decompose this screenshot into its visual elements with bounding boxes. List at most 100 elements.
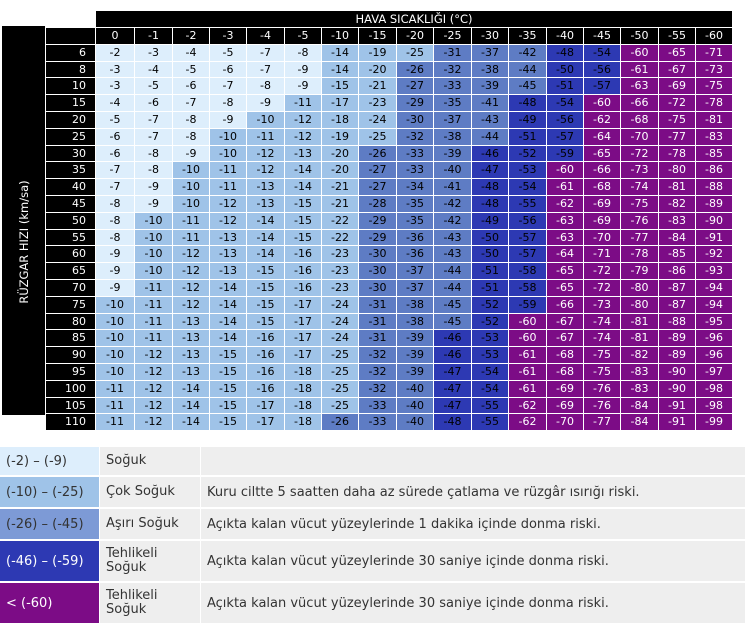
wind-chill-cell: -61	[508, 346, 547, 364]
wind-chill-cell: -61	[620, 60, 659, 79]
wind-chill-cell: -69	[583, 211, 621, 230]
wind-chill-cell: -14	[246, 211, 285, 230]
temperature-header: -1	[134, 27, 173, 45]
wind-chill-cell: -37	[396, 262, 434, 280]
legend-category: Tehlikeli Soğuk	[99, 583, 200, 623]
wind-chill-cell: -15	[209, 396, 247, 415]
wind-chill-cell: -9	[134, 194, 173, 213]
wind-chill-cell: -17	[284, 312, 322, 331]
wind-chill-cell: -66	[583, 161, 621, 180]
wind-chill-cell: -10	[246, 110, 285, 129]
wind-chill-cell: -15	[209, 346, 247, 364]
wind-chill-cell: -17	[321, 94, 359, 112]
wind-chill-cell: -31	[358, 312, 397, 331]
wind-chill-cell: -56	[546, 110, 584, 129]
wind-chill-cell: -48	[471, 178, 509, 196]
wind-chill-cell: -56	[583, 60, 621, 79]
wind-chill-cell: -23	[321, 278, 359, 297]
wind-chill-cell: -60	[620, 43, 659, 62]
wind-chill-cell: -67	[546, 329, 584, 348]
wind-chill-cell: -75	[583, 362, 621, 381]
wind-chill-cell: -60	[508, 329, 547, 348]
wind-chill-cell: -11	[172, 211, 210, 230]
wind-chill-cell: -8	[95, 211, 135, 230]
wind-chill-cell: -13	[246, 178, 285, 196]
wind-chill-cell: -8	[172, 127, 210, 146]
wind-chill-cell: -87	[658, 278, 696, 297]
wind-chill-cell: -9	[284, 60, 322, 79]
wind-chill-cell: -34	[396, 178, 434, 196]
wind-chill-cell: -11	[172, 228, 210, 247]
wind-chill-cell: -53	[508, 161, 547, 180]
wind-chill-cell: -10	[95, 346, 135, 364]
wind-chill-cell: -44	[508, 60, 547, 79]
wind-chill-cell: -7	[134, 110, 173, 129]
wind-chill-cell: -14	[321, 60, 359, 79]
wind-chill-cell: -44	[433, 278, 472, 297]
wind-chill-cell: -12	[172, 245, 210, 264]
table-row: 85 -10 -11 -13 -14 -16 -17 -24 -31 -39 -46 -53 -60 -6…	[45, 329, 733, 348]
wind-chill-cell: -72	[658, 94, 696, 112]
wind-chill-cell: -39	[433, 144, 472, 163]
table-row: 15 -4 -6 -7 -8 -9 -11 -17 -23 -29 -35 -41 -48 -54 -60-…	[45, 94, 733, 112]
legend-row: (-26) – (-45) Aşırı Soğuk Açıkta kalan vüc…	[0, 509, 745, 539]
wind-chill-cell: -3	[95, 77, 135, 96]
wind-chill-cell: -18	[284, 379, 322, 398]
table-row: 75 -10 -11 -12 -14 -15 -17 -24 -31 -38 -45 -52 -59 -6…	[45, 295, 733, 314]
wind-chill-cell: -80	[620, 278, 659, 297]
wind-chill-cell: -11	[95, 379, 135, 398]
wind-chill-cell: -48	[546, 43, 584, 62]
wind-chill-cell: -15	[246, 278, 285, 297]
wind-chill-cell: -35	[396, 211, 434, 230]
wind-chill-cell: -61	[508, 379, 547, 398]
wind-speed-cell: 50	[45, 211, 96, 230]
wind-chill-cell: -63	[546, 211, 584, 230]
wind-chill-cell: -72	[583, 278, 621, 297]
wind-chill-cell: -67	[658, 60, 696, 79]
wind-chill-cell: -14	[209, 312, 247, 331]
wind-chill-cell: -25	[358, 127, 397, 146]
wind-chill-cell: -80	[620, 295, 659, 314]
wind-chill-cell: -40	[396, 379, 434, 398]
legend-description: Açıkta kalan vücut yüzeylerinde 1 dakika…	[200, 509, 745, 539]
wind-chill-cell: -38	[433, 127, 472, 146]
wind-chill-cell: -13	[246, 194, 285, 213]
wind-chill-cell: -6	[95, 144, 135, 163]
wind-chill-cell: -88	[658, 312, 696, 331]
wind-chill-cell: -55	[471, 413, 509, 432]
wind-chill-cell: -23	[358, 94, 397, 112]
wind-chill-cell: -24	[321, 312, 359, 331]
wind-chill-cell: -31	[433, 43, 472, 62]
risk-legend: (-2) – (-9) Soğuk (-10) – (-25) Çok Soğuk Ku…	[0, 445, 745, 625]
wind-chill-cell: -83	[658, 211, 696, 230]
wind-chill-cell: -14	[284, 161, 322, 180]
wind-chill-cell: -20	[321, 144, 359, 163]
wind-chill-cell: -9	[209, 110, 247, 129]
wind-chill-cell: -26	[321, 413, 359, 432]
table-title: HAVA SICAKLIĞI (°C)	[95, 10, 733, 28]
table-row: 105 -11 -12 -14 -15 -17 -18 -25 -33 -40 -47 -55 -62-…	[45, 396, 733, 415]
wind-chill-cell: -17	[246, 396, 285, 415]
wind-chill-cell: -5	[134, 77, 173, 96]
wind-chill-cell: -9	[284, 77, 322, 96]
wind-chill-cell: -65	[583, 144, 621, 163]
temperature-header: -10	[321, 27, 359, 45]
wind-chill-cell: -11	[134, 278, 173, 297]
wind-chill-cell: -13	[209, 245, 247, 264]
wind-chill-cell: -65	[546, 278, 584, 297]
wind-speed-cell: 35	[45, 161, 96, 180]
wind-chill-cell: -14	[209, 295, 247, 314]
table-row: 55 -8 -10 -11 -13 -14 -15 -22 -29 -36 -43 -50 -57 -63…	[45, 228, 733, 247]
wind-chill-cell: -89	[695, 194, 733, 213]
header-corner	[45, 27, 96, 45]
wind-chill-cell: -61	[508, 362, 547, 381]
temperature-header: 0	[95, 27, 135, 45]
wind-chill-cell: -55	[508, 194, 547, 213]
legend-row: (-2) – (-9) Soğuk	[0, 447, 745, 475]
wind-chill-cell: -15	[209, 413, 247, 432]
wind-chill-cell: -15	[321, 77, 359, 96]
wind-chill-cell: -15	[246, 262, 285, 280]
wind-chill-cell: -2	[95, 43, 135, 62]
wind-chill-cell: -11	[95, 413, 135, 432]
legend-row: < (-60) Tehlikeli Soğuk Açıkta kalan vücut…	[0, 583, 745, 623]
